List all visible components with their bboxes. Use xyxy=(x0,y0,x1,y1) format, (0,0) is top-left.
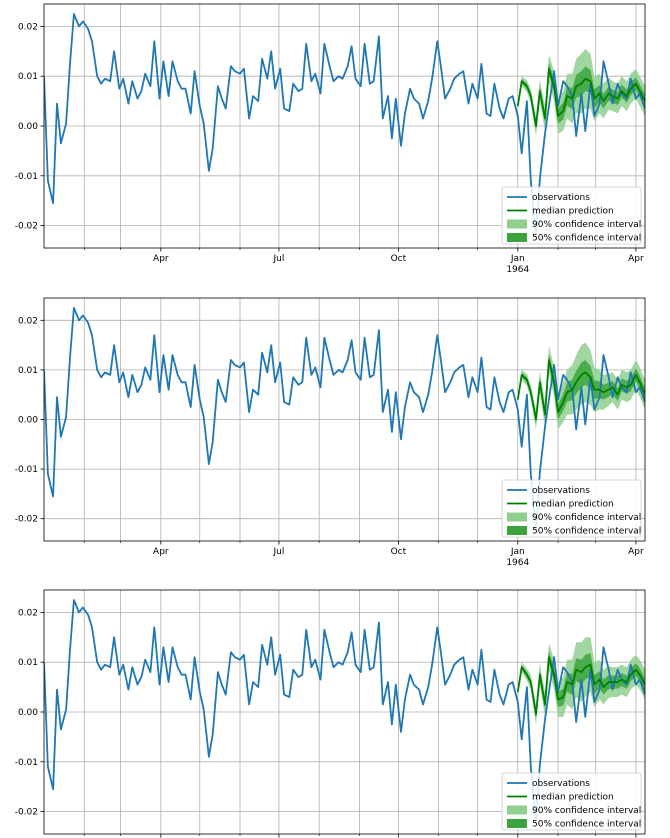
x-tick-label: Apr xyxy=(153,254,169,264)
legend-label: 90% confidence interval xyxy=(532,806,641,816)
legend-box xyxy=(501,479,642,538)
x-tick-label: Oct xyxy=(391,254,407,264)
plot-area xyxy=(44,599,645,823)
x-tick-label: Apr xyxy=(153,547,169,557)
x-tick-sublabel: 1964 xyxy=(506,265,529,275)
legend-box xyxy=(501,186,642,245)
legend-box xyxy=(501,772,642,831)
legend-label: 50% confidence interval xyxy=(532,234,641,244)
legend-label: median prediction xyxy=(532,500,614,510)
x-tick-label: Jan xyxy=(510,254,525,264)
y-tick-label: -0.02 xyxy=(15,808,38,818)
observations-line xyxy=(44,13,645,237)
legend-swatch-ci90 xyxy=(507,512,527,522)
legend-swatch-ci50 xyxy=(507,819,527,828)
y-tick-label: -0.01 xyxy=(15,758,38,768)
ci50-band xyxy=(517,651,645,719)
y-tick-label: 0.02 xyxy=(18,608,38,618)
plot-area xyxy=(44,306,645,530)
observations-line xyxy=(44,306,645,530)
y-tick-label: 0.00 xyxy=(18,416,38,426)
chart-panel-3: -0.02 -0.01 0.00 0.01 0.02 observations median… xyxy=(15,589,646,838)
x-tick-label: Oct xyxy=(391,547,407,557)
legend-swatch-ci90 xyxy=(507,219,527,229)
legend: observations median prediction 90% confide… xyxy=(501,186,642,245)
y-tick-label: 0.01 xyxy=(18,658,38,668)
x-tick-sublabel: 1964 xyxy=(506,558,529,568)
median-prediction-line xyxy=(516,67,645,127)
x-tick-label: Apr xyxy=(628,547,644,557)
legend-label: 90% confidence interval xyxy=(532,513,641,523)
legend-label: 50% confidence interval xyxy=(532,527,641,537)
plot-area xyxy=(44,13,645,237)
y-tick-label: 0.00 xyxy=(18,122,38,132)
y-tick-label: 0.01 xyxy=(18,72,38,82)
legend-label: observations xyxy=(532,193,590,203)
y-tick-label: -0.01 xyxy=(15,465,38,475)
x-tick-label: Jul xyxy=(273,254,285,264)
legend-label: 90% confidence interval xyxy=(532,220,641,230)
legend-label: median prediction xyxy=(532,793,614,803)
median-prediction-line xyxy=(516,656,645,716)
y-tick-label: -0.01 xyxy=(15,172,38,182)
median-prediction-line xyxy=(516,359,645,421)
x-tick-label: Jan xyxy=(510,547,525,557)
y-tick-label: -0.02 xyxy=(15,222,38,232)
legend-label: observations xyxy=(532,486,590,496)
legend-label: median prediction xyxy=(532,207,614,217)
legend-label: observations xyxy=(532,779,590,789)
y-tick-label: 0.02 xyxy=(18,22,38,32)
y-tick-label: 0.02 xyxy=(18,316,38,326)
x-tick-label: Apr xyxy=(628,254,644,264)
y-tick-label: 0.00 xyxy=(18,708,38,718)
grid xyxy=(44,4,645,248)
legend: observations median prediction 90% confide… xyxy=(501,479,642,538)
y-tick-label: -0.02 xyxy=(15,515,38,525)
legend-swatch-ci50 xyxy=(507,526,527,535)
y-tick-label: 0.01 xyxy=(18,366,38,376)
legend-swatch-ci50 xyxy=(507,233,527,242)
legend-label: 50% confidence interval xyxy=(532,820,641,830)
legend: observations median prediction 90% confide… xyxy=(501,772,642,831)
x-tick-label: Jul xyxy=(273,547,285,557)
legend-swatch-ci90 xyxy=(507,805,527,815)
observations-line xyxy=(44,599,645,823)
